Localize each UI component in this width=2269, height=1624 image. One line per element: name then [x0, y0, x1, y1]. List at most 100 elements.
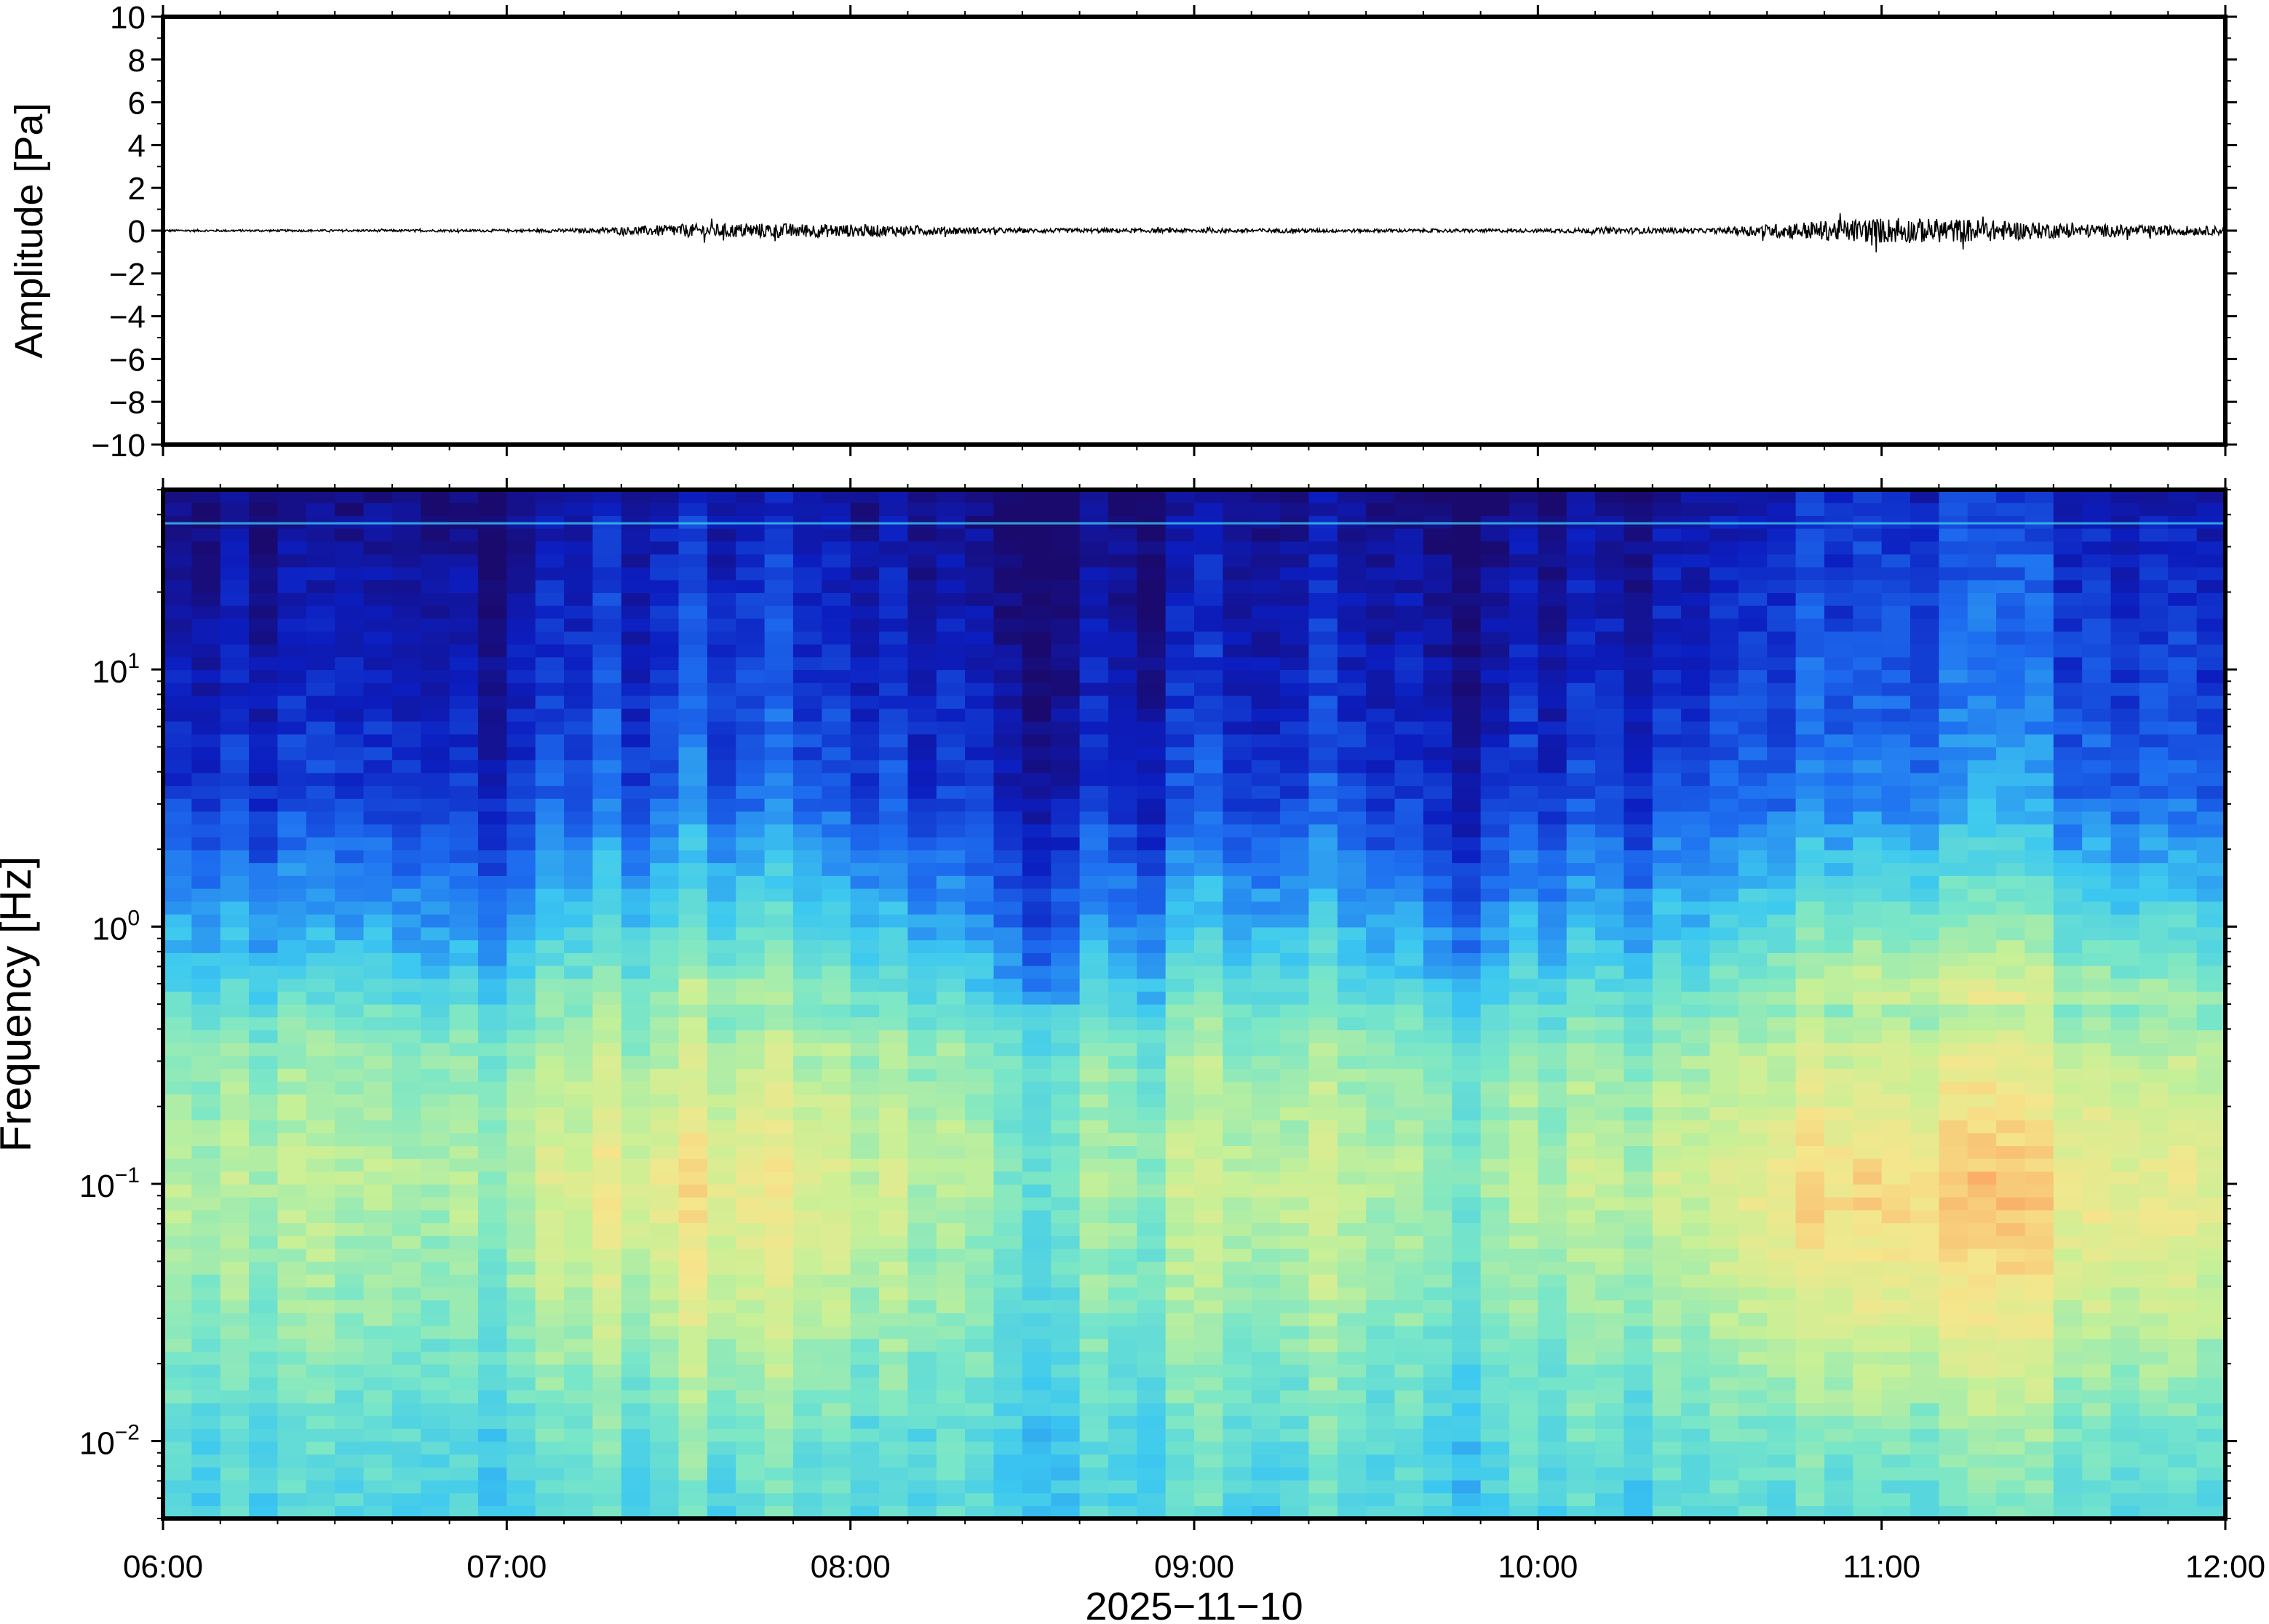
spectrogram-cell	[1165, 656, 1195, 671]
spectrogram-cell	[249, 1286, 279, 1301]
spectrogram-cell	[477, 1338, 507, 1352]
spectrogram-cell	[621, 721, 651, 735]
spectrogram-cell	[621, 760, 651, 773]
spectrogram-cell	[363, 605, 393, 619]
spectrogram-cell	[1824, 772, 1853, 787]
spectrogram-cell	[535, 1004, 565, 1018]
spectrogram-cell	[564, 901, 594, 915]
spectrogram-cell	[249, 490, 279, 503]
spectrogram-cell	[822, 1261, 851, 1275]
spectrogram-cell	[564, 605, 594, 619]
spectrogram-cell	[1652, 1402, 1682, 1417]
spectrogram-cell	[1795, 644, 1825, 658]
spectrogram-cell	[1251, 772, 1281, 787]
spectrogram-cell	[1223, 837, 1252, 851]
spectrogram-cell	[1194, 939, 1223, 953]
spectrogram-cell	[1509, 965, 1538, 979]
spectrogram-cell	[506, 695, 536, 709]
spectrogram-cell	[965, 579, 995, 593]
spectrogram-cell	[822, 1467, 851, 1481]
spectrogram-cell	[220, 644, 250, 658]
spectrogram-cell	[1709, 515, 1739, 529]
spectrogram-cell	[277, 1492, 307, 1506]
spectrogram-cell	[1452, 1338, 1482, 1352]
spectrogram-cell	[621, 798, 651, 812]
spectrogram-cell	[392, 1274, 421, 1288]
spectrogram-cell	[1538, 1171, 1567, 1185]
spectrogram-cell	[1194, 914, 1223, 928]
spectrogram-cell	[392, 785, 421, 799]
spectrogram-cell	[335, 1081, 365, 1095]
spectrogram-cell	[1652, 1364, 1682, 1378]
spectrogram-cell	[1308, 1467, 1338, 1481]
spectrogram-cell	[822, 1004, 851, 1018]
spectrogram-cell	[907, 978, 937, 992]
spectrogram-cell	[306, 644, 335, 658]
spectrogram-cell	[1738, 1107, 1768, 1121]
spectrogram-cell	[1452, 554, 1482, 568]
spectrogram-cell	[477, 502, 507, 516]
spectrogram-cell	[1795, 1467, 1825, 1481]
spectrogram-cell	[1194, 682, 1223, 696]
spectrogram-cell	[421, 939, 450, 953]
spectrogram-cell	[678, 798, 708, 812]
spectrogram-cell	[621, 1068, 651, 1082]
spectrogram-cell	[277, 1299, 307, 1313]
spectrogram-cell	[621, 824, 651, 837]
spectrogram-cell	[1681, 644, 1711, 658]
spectrogram-cell	[477, 1171, 507, 1185]
spectrogram-cell	[1767, 1286, 1797, 1301]
spectrogram-cell	[907, 862, 937, 876]
spectrogram-cell	[1652, 1171, 1682, 1185]
spectrogram-cell	[1366, 708, 1396, 722]
spectrogram-cell	[306, 760, 335, 773]
spectrogram-cell	[363, 541, 393, 554]
spectrogram-cell	[822, 1094, 851, 1107]
spectrogram-cell	[822, 978, 851, 992]
waveform-trace	[163, 213, 2225, 252]
spectrogram-cell	[277, 1467, 307, 1481]
spectrogram-cell	[965, 939, 995, 953]
spectrogram-cell	[1452, 490, 1482, 503]
spectrogram-cell	[220, 1120, 250, 1134]
spectrogram-cell	[1108, 1248, 1137, 1262]
spectrogram-cell	[306, 490, 335, 503]
spectrogram-cell	[1251, 1441, 1281, 1455]
spectrogram-cell	[965, 1120, 995, 1134]
spectrogram-cell	[1452, 695, 1482, 709]
spectrogram-cell	[1194, 798, 1223, 812]
spectrogram-cell	[506, 1120, 536, 1134]
spectrogram-cell	[993, 1107, 1023, 1121]
spectrogram-cell	[1538, 656, 1567, 671]
spectrogram-cell	[879, 733, 908, 748]
spectrogram-cell	[621, 1209, 651, 1224]
spectrogram-cell	[1824, 1222, 1853, 1236]
spectrogram-cell	[1509, 1274, 1538, 1288]
spectrogram-cell	[1394, 1467, 1424, 1481]
spectrogram-cell	[1767, 682, 1797, 696]
spectrogram-cell	[1824, 1351, 1853, 1365]
spectrogram-cell	[449, 1235, 479, 1249]
spectrogram-cell	[449, 952, 479, 966]
spectrogram-cell	[363, 721, 393, 735]
spectrogram-cell	[477, 579, 507, 593]
spectrogram-cell	[1280, 1043, 1310, 1056]
spectrogram-cell	[277, 901, 307, 915]
spectrogram-cell	[1480, 798, 1510, 812]
spectrogram-cell	[421, 862, 450, 876]
spectrogram-cell	[1795, 926, 1825, 941]
spectrogram-cell	[1480, 644, 1510, 658]
spectrogram-cell	[335, 1351, 365, 1365]
spectrogram-cell	[1251, 978, 1281, 992]
spectrogram-cell	[220, 1248, 250, 1262]
spectrogram-cell	[993, 1132, 1023, 1147]
spectrogram-cell	[1394, 1492, 1424, 1506]
spectrogram-cell	[1022, 1492, 1052, 1506]
spectrogram-cell	[1337, 811, 1367, 825]
spectrogram-cell	[1165, 1299, 1195, 1313]
spectrogram-cell	[764, 1505, 794, 1518]
spectrogram-cell	[707, 592, 736, 606]
spectrogram-cell	[592, 1441, 622, 1455]
spectrogram-cell	[1022, 747, 1052, 760]
